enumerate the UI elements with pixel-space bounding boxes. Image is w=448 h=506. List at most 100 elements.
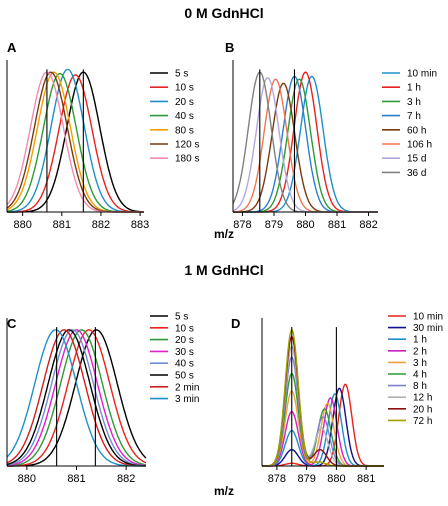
x-tick-label: 880 xyxy=(327,473,345,485)
legend-item: 10 min xyxy=(388,312,443,323)
legend-label: 15 d xyxy=(407,154,426,165)
legend-label: 3 h xyxy=(407,97,421,108)
legend-item: 106 h xyxy=(382,140,432,151)
panel-letter: A xyxy=(7,40,17,55)
section-title-top: 0 M GdnHCl xyxy=(184,5,263,21)
legend-label: 2 min xyxy=(175,382,199,393)
legend-label: 36 d xyxy=(407,168,426,179)
series-line-30s xyxy=(6,329,147,467)
legend-item: 20 h xyxy=(388,404,432,415)
legend-label: 80 s xyxy=(175,125,194,136)
legend-label: 10 min xyxy=(407,69,437,80)
legend-item: 30 min xyxy=(388,323,443,334)
x-tick-label: 881 xyxy=(357,473,375,485)
legend-label: 120 s xyxy=(175,140,199,151)
legend-label: 40 s xyxy=(175,111,194,122)
legend-item: 20 s xyxy=(150,97,194,108)
legend-label: 10 s xyxy=(175,83,194,94)
legend-item: 8 h xyxy=(388,381,427,392)
legend-item: 1 h xyxy=(388,335,427,346)
legend-item: 40 s xyxy=(150,111,194,122)
legend-label: 2 h xyxy=(413,346,427,357)
legend-label: 180 s xyxy=(175,154,199,165)
x-tick-label: 880 xyxy=(296,219,314,231)
legend-item: 72 h xyxy=(388,416,432,427)
legend-label: 30 min xyxy=(413,323,443,334)
x-tick-label: 882 xyxy=(117,473,135,485)
x-tick-label: 878 xyxy=(233,219,251,231)
x-tick-label: 881 xyxy=(67,473,85,485)
legend-item: 3 h xyxy=(382,97,421,108)
legend-label: 12 h xyxy=(413,393,432,404)
legend-item: 3 h xyxy=(388,358,427,369)
legend-item: 80 s xyxy=(150,125,194,136)
legend-label: 7 h xyxy=(407,111,421,122)
legend-label: 20 h xyxy=(413,404,432,415)
x-tick-label: 880 xyxy=(13,219,31,231)
legend-label: 8 h xyxy=(413,381,427,392)
series-line-60h xyxy=(233,82,378,213)
legend-item: 10 s xyxy=(150,323,194,334)
legend-item: 1 h xyxy=(382,83,421,94)
series-line-5s xyxy=(7,329,147,467)
legend-item: 60 h xyxy=(382,125,426,136)
series-line-3min xyxy=(6,329,146,467)
chart-panel-A: A 880 881 882 883 5 s 10 s 20 s 40 s 80 s 120 s 180… xyxy=(6,40,199,231)
series-line-50s xyxy=(6,329,146,467)
x-tick-label: 878 xyxy=(268,473,286,485)
x-axis-label-bottom: m/z xyxy=(214,484,234,498)
series-line-20s xyxy=(6,329,147,467)
legend-item: 12 h xyxy=(388,393,432,404)
panel-letter: D xyxy=(231,316,240,331)
panel-letter: B xyxy=(225,40,234,55)
legend-label: 60 h xyxy=(407,125,426,136)
legend-item: 20 s xyxy=(150,335,194,346)
legend-item: 4 h xyxy=(388,370,427,381)
legend-label: 72 h xyxy=(413,416,432,427)
panel-letter: C xyxy=(7,316,17,331)
legend-item: 3 min xyxy=(150,394,199,405)
legend-label: 3 min xyxy=(175,394,199,405)
section-title-bottom: 1 M GdnHCl xyxy=(184,262,263,278)
legend-label: 20 s xyxy=(175,335,194,346)
legend-item: 15 d xyxy=(382,154,426,165)
legend-label: 10 min xyxy=(413,312,443,323)
legend-label: 10 s xyxy=(175,323,194,334)
legend-item: 120 s xyxy=(150,140,199,151)
legend-label: 1 h xyxy=(413,335,427,346)
chart-panel-B: B 878 879 880 881 882 10 min 1 h 3 h 7 h 60 h 106 h… xyxy=(225,40,437,231)
x-tick-label: 879 xyxy=(297,473,315,485)
legend-label: 106 h xyxy=(407,140,432,151)
legend-item: 10 s xyxy=(150,83,194,94)
chart-panel-C: C 880 881 882 5 s10 s20 s30 s40 s50 s2 min3 … xyxy=(6,312,199,485)
legend-item: 10 min xyxy=(382,69,437,80)
x-tick-label: 879 xyxy=(265,219,283,231)
legend-label: 4 h xyxy=(413,370,427,381)
series-line-40s xyxy=(6,329,146,467)
legend-label: 50 s xyxy=(175,371,194,382)
legend-item: 5 s xyxy=(150,69,188,80)
legend-label: 5 s xyxy=(175,312,188,323)
x-axis-label-top: m/z xyxy=(214,227,234,241)
legend-label: 20 s xyxy=(175,97,194,108)
legend-item: 30 s xyxy=(150,347,194,358)
x-tick-label: 881 xyxy=(328,219,346,231)
x-tick-label: 882 xyxy=(359,219,377,231)
x-tick-label: 881 xyxy=(53,219,71,231)
legend-label: 5 s xyxy=(175,69,188,80)
legend-label: 40 s xyxy=(175,359,194,370)
series-line-10s xyxy=(7,74,144,213)
legend-label: 30 s xyxy=(175,347,194,358)
legend-item: 5 s xyxy=(150,312,188,323)
legend-label: 3 h xyxy=(413,358,427,369)
x-tick-label: 880 xyxy=(18,473,36,485)
legend-item: 40 s xyxy=(150,359,194,370)
legend-item: 7 h xyxy=(382,111,421,122)
x-tick-label: 883 xyxy=(131,219,149,231)
legend-item: 36 d xyxy=(382,168,426,179)
series-line-2min xyxy=(6,329,146,467)
legend-item: 180 s xyxy=(150,154,199,165)
